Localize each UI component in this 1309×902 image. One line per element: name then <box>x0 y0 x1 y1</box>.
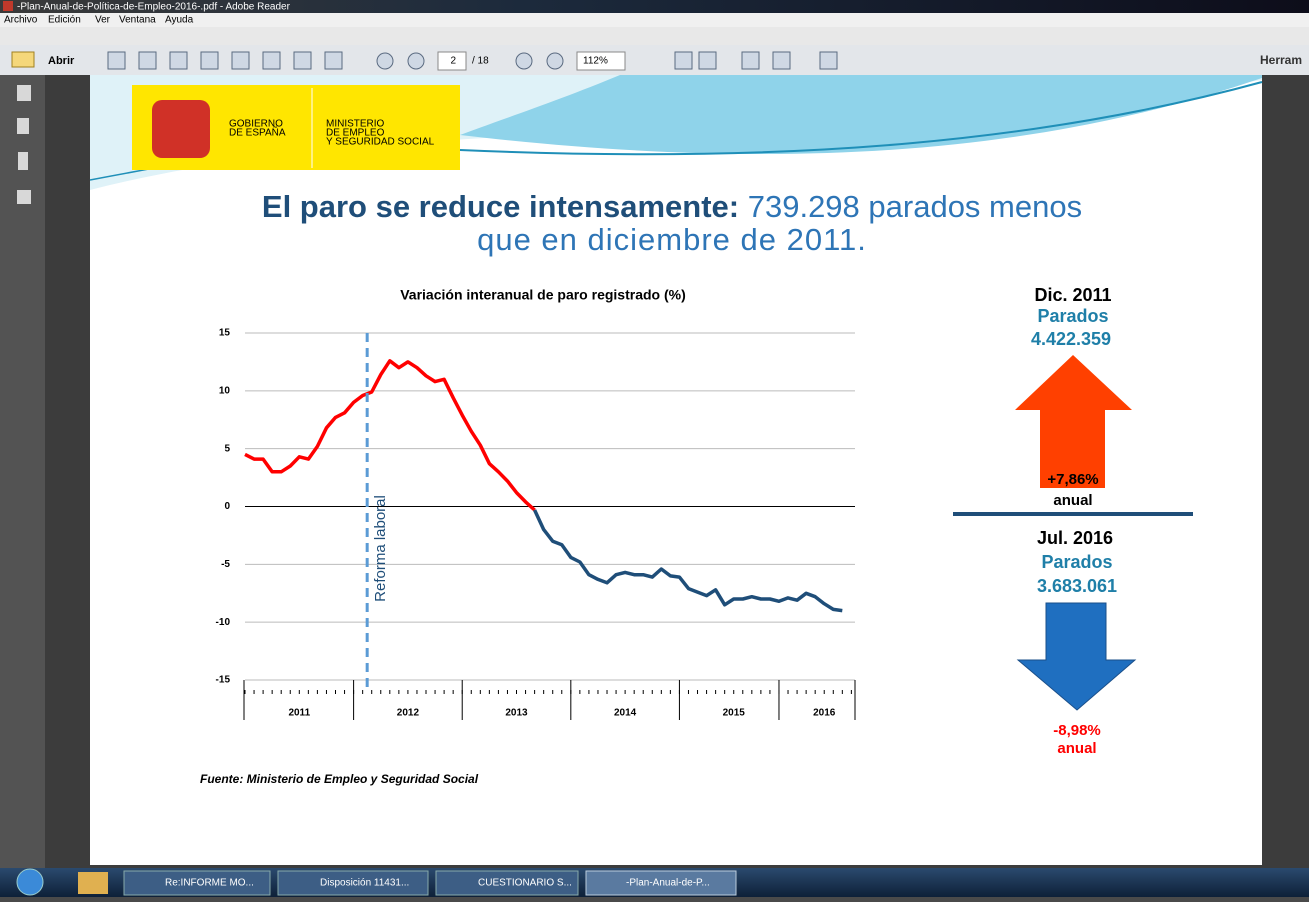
change-up-unit: anual <box>1053 492 1092 509</box>
y-tick-label: 15 <box>219 328 231 339</box>
prev-page[interactable] <box>377 53 393 69</box>
title-bold: El paro se reduce intensamente: <box>262 189 739 224</box>
chart-title: Variación interanual de paro registrado … <box>400 287 686 303</box>
page-total: / 18 <box>472 56 489 67</box>
x-tick-label: 2012 <box>397 708 420 719</box>
menu-item[interactable]: Ventana <box>119 15 156 26</box>
page-number[interactable]: 2 <box>450 56 456 67</box>
tool-icon[interactable] <box>201 52 218 69</box>
zoom-value[interactable]: 112% <box>583 56 608 67</box>
zoom-in[interactable] <box>547 53 563 69</box>
tool-icon[interactable] <box>773 52 790 69</box>
panel-value: 3.683.061 <box>1037 576 1117 596</box>
toolbar-row <box>0 45 1309 75</box>
menu-item[interactable]: Edición <box>48 15 81 26</box>
tool-icon[interactable] <box>820 52 837 69</box>
tool-icon[interactable] <box>675 52 692 69</box>
open-button[interactable]: Abrir <box>48 55 75 67</box>
x-tick-label: 2011 <box>288 708 310 719</box>
menu-bar <box>0 13 1309 27</box>
panel-value: 4.422.359 <box>1031 329 1111 349</box>
taskbar-label[interactable]: Disposición 11431... <box>320 878 409 889</box>
change-down: -8,98% <box>1053 722 1101 739</box>
tool-icon[interactable] <box>263 52 280 69</box>
change-down-unit: anual <box>1057 740 1096 757</box>
coat-of-arms <box>152 100 210 158</box>
reference-label: Reforma laboral <box>372 495 389 602</box>
next-page[interactable] <box>408 53 424 69</box>
taskbar-label[interactable]: -Plan-Anual-de-P... <box>626 878 710 889</box>
y-tick-label: -5 <box>221 559 230 570</box>
tool-icon[interactable] <box>742 52 759 69</box>
tool-icon[interactable] <box>325 52 342 69</box>
x-tick-label: 2014 <box>614 708 637 719</box>
zoom-out[interactable] <box>516 53 532 69</box>
y-tick-label: 5 <box>224 443 230 454</box>
tool-icon[interactable] <box>139 52 156 69</box>
page: {"window":{"title":"-Plan-Anual-de-Polít… <box>0 0 1309 897</box>
app-icon <box>3 1 13 11</box>
taskbar-label[interactable]: CUESTIONARIO S... <box>478 878 572 889</box>
y-tick-label: -10 <box>216 617 231 628</box>
menu-item[interactable]: Ayuda <box>165 15 194 26</box>
panel-label: Parados <box>1041 552 1112 572</box>
panel-label: Parados <box>1037 306 1108 326</box>
panel-date: Jul. 2016 <box>1037 528 1113 548</box>
y-tick-label: -15 <box>216 675 231 686</box>
logo-text: Y SEGURIDAD SOCIAL <box>326 137 435 148</box>
taskbar-pinned[interactable] <box>78 872 108 894</box>
taskbar-label[interactable]: Re:INFORME MO... <box>165 878 254 889</box>
tool-icon[interactable] <box>170 52 187 69</box>
tool-icon[interactable] <box>699 52 716 69</box>
logo-text: DE ESPAÑA <box>229 126 286 139</box>
tool-icon[interactable] <box>294 52 311 69</box>
slide-title-line2: que en diciembre de 2011. <box>477 222 867 257</box>
x-tick-label: 2016 <box>813 708 836 719</box>
slide-title: El paro se reduce intensamente: 739.298 … <box>262 189 1082 224</box>
nav-icon[interactable] <box>18 152 28 170</box>
y-tick-label: 10 <box>219 385 231 396</box>
change-up: +7,86% <box>1047 471 1098 488</box>
title-rest: 739.298 parados menos <box>748 189 1082 224</box>
tools-button[interactable]: Herram <box>1260 53 1302 67</box>
menu-item[interactable]: Archivo <box>4 15 38 26</box>
x-tick-label: 2013 <box>505 708 528 719</box>
window-title: -Plan-Anual-de-Política-de-Empleo-2016-.… <box>17 2 291 13</box>
nav-icon[interactable] <box>17 190 31 204</box>
open-icon[interactable] <box>12 52 34 67</box>
screen: -Plan-Anual-de-Política-de-Empleo-2016-.… <box>0 0 1309 897</box>
source-note: Fuente: Ministerio de Empleo y Seguridad… <box>200 772 479 786</box>
x-tick-label: 2015 <box>723 708 746 719</box>
nav-icon[interactable] <box>17 118 29 134</box>
tool-icon[interactable] <box>232 52 249 69</box>
panel-date: Dic. 2011 <box>1034 285 1111 305</box>
start-button[interactable] <box>17 869 43 895</box>
tool-icon[interactable] <box>108 52 125 69</box>
y-tick-label: 0 <box>224 501 230 512</box>
menu-item[interactable]: Ver <box>95 15 111 26</box>
nav-icon[interactable] <box>17 85 31 101</box>
